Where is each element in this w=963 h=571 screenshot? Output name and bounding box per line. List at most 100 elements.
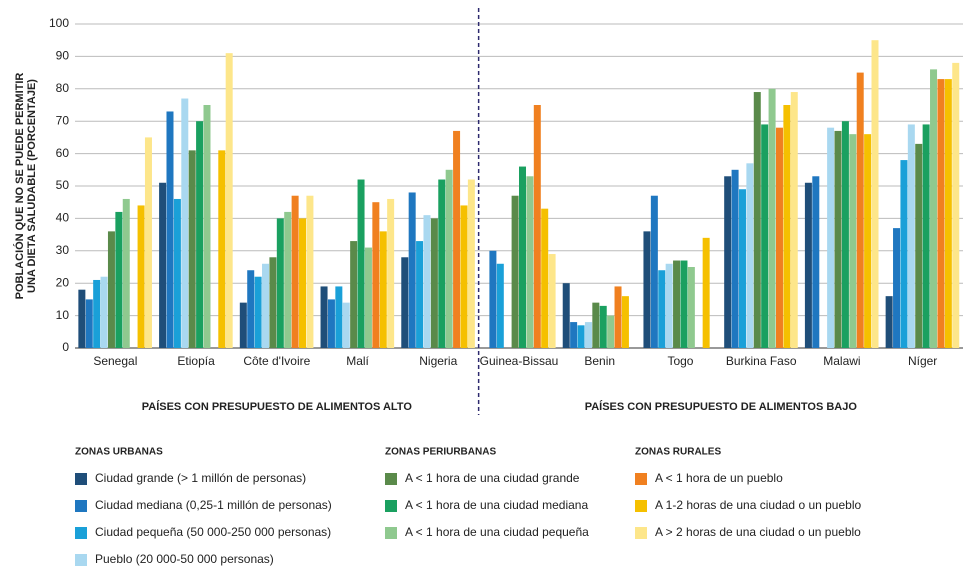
bar [225, 53, 233, 348]
bar [907, 124, 915, 348]
bar [438, 179, 446, 348]
bar [467, 179, 475, 348]
y-tick-label: 30 [56, 243, 70, 257]
bar [665, 263, 673, 348]
legend-label: A > 2 horas de una ciudad o un pueblo [655, 525, 861, 539]
x-tick-label: Etiopía [177, 354, 215, 368]
bar [599, 305, 607, 348]
bar [915, 143, 923, 348]
bar [166, 111, 174, 348]
bar [364, 247, 372, 348]
legend-swatch [635, 500, 647, 512]
bar [753, 92, 761, 348]
bar [812, 176, 820, 348]
bar [416, 241, 424, 348]
bar [173, 198, 181, 348]
bar [746, 163, 754, 348]
legend-title: ZONAS RURALES [635, 447, 721, 458]
bar [100, 276, 108, 348]
y-tick-label: 60 [56, 146, 70, 160]
bar [761, 124, 769, 348]
bar [885, 296, 893, 348]
x-tick-label: Malí [346, 354, 369, 368]
bar [570, 322, 578, 348]
y-tick-label: 80 [56, 81, 70, 95]
bar [775, 127, 783, 349]
bar [284, 211, 292, 348]
bar [856, 72, 864, 348]
bar [922, 124, 930, 348]
legend-label: Ciudad mediana (0,25-1 millón de persona… [95, 498, 332, 512]
y-tick-label: 10 [56, 308, 70, 322]
legend-swatch [75, 527, 87, 539]
legend-label: Ciudad pequeña (50 000-250 000 personas) [95, 525, 331, 539]
bar [430, 218, 438, 348]
bar [115, 211, 123, 348]
bar [291, 195, 299, 348]
bar [335, 286, 343, 348]
bar [841, 121, 849, 348]
y-tick-label: 50 [56, 178, 70, 192]
bar [408, 192, 416, 348]
x-tick-label: Níger [908, 354, 937, 368]
x-tick-label: Nigeria [419, 354, 457, 368]
bar [562, 283, 570, 348]
bar [658, 270, 666, 348]
bar [342, 302, 350, 348]
legend-label: A < 1 hora de una ciudad pequeña [405, 525, 589, 539]
x-tick-label: Malawi [823, 354, 860, 368]
bar [827, 127, 835, 349]
bar [299, 218, 307, 348]
bar [650, 195, 658, 348]
bar [849, 134, 857, 348]
bar [254, 276, 262, 348]
legend-label: A < 1 hora de un pueblo [655, 471, 783, 485]
bar [144, 137, 152, 348]
legend-label: A < 1 hora de una ciudad grande [405, 471, 580, 485]
bar [952, 62, 960, 348]
legend-swatch [385, 527, 397, 539]
bar [731, 169, 739, 348]
bar [122, 198, 130, 348]
bar [269, 257, 277, 348]
bar [107, 231, 115, 348]
bar [387, 198, 395, 348]
bar [702, 237, 710, 348]
bar [643, 231, 651, 348]
bar [584, 322, 592, 348]
bar [423, 215, 431, 348]
bar [614, 286, 622, 348]
bar [871, 40, 879, 348]
y-tick-label: 20 [56, 275, 70, 289]
bar [137, 205, 145, 348]
bar [592, 302, 600, 348]
bar [401, 257, 409, 348]
bar [519, 166, 526, 348]
bar [327, 299, 335, 348]
legend-swatch [635, 473, 647, 485]
legend-label: Pueblo (20 000-50 000 personas) [95, 552, 274, 566]
bar [188, 150, 196, 348]
bar [783, 105, 791, 348]
bar [196, 121, 204, 348]
legend-swatch [635, 527, 647, 539]
bar [357, 179, 365, 348]
group-label: PAÍSES CON PRESUPUESTO DE ALIMENTOS ALTO [142, 400, 413, 413]
legend-label: A < 1 hora de una ciudad mediana [405, 498, 588, 512]
bar [489, 250, 497, 348]
bar [379, 231, 387, 348]
legend-title: ZONAS PERIURBANAS [385, 447, 496, 458]
bar [864, 134, 872, 348]
y-tick-label: 0 [62, 340, 69, 354]
bar [218, 150, 226, 348]
x-tick-label: Côte d'Ivoire [243, 354, 310, 368]
bar [85, 299, 93, 348]
bar [306, 195, 314, 348]
x-tick-label: Guinea-Bissau [480, 354, 559, 368]
y-axis-label: POBLACIÓN QUE NO SE PUEDE PERMITIR [13, 73, 26, 300]
bar [937, 79, 945, 348]
bar [804, 182, 812, 348]
x-tick-label: Burkina Faso [726, 354, 797, 368]
bar [203, 105, 211, 348]
